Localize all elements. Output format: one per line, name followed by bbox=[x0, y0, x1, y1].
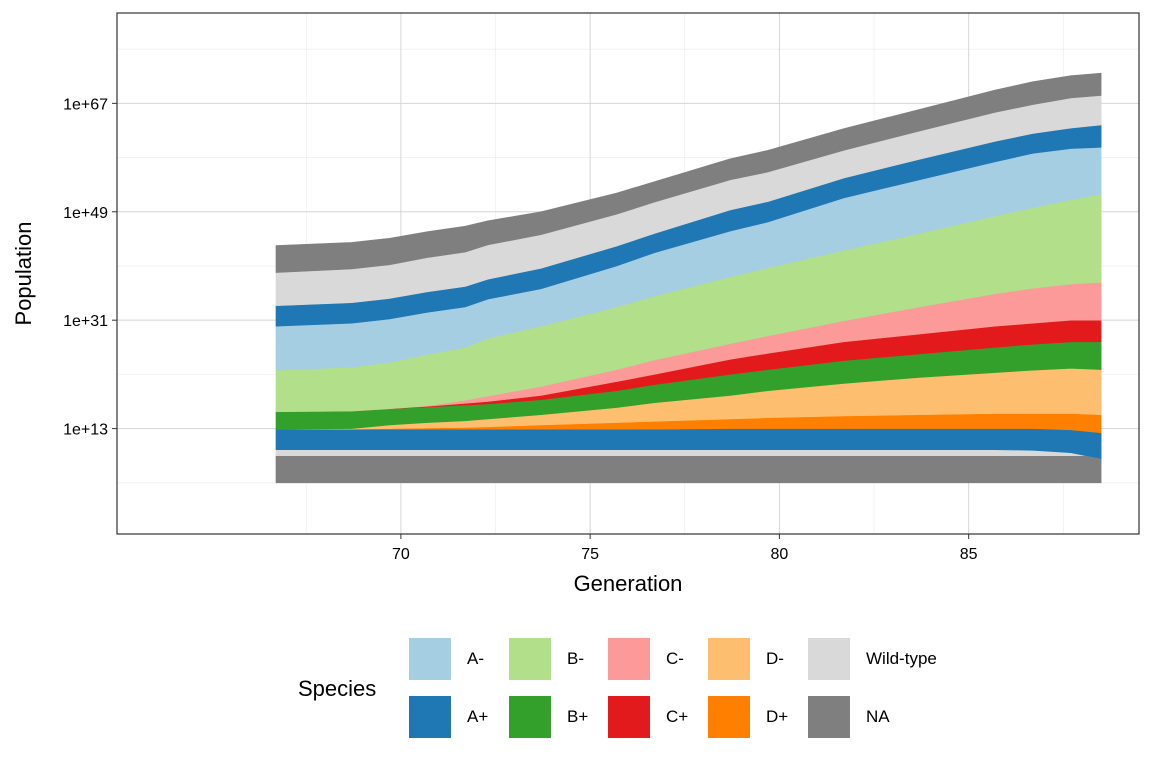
legend-item-cminus: C- bbox=[608, 638, 684, 680]
legend-item-cplus: C+ bbox=[608, 696, 688, 738]
chart-svg: 70 75 80 85 1e+13 1e+31 1e+49 1e+67 Generation… bbox=[11, 12, 1140, 596]
x-tick-label: 85 bbox=[960, 546, 978, 563]
legend-item-dminus: D- bbox=[708, 638, 784, 680]
legend-key-swatch bbox=[608, 638, 650, 680]
legend-key-swatch bbox=[608, 696, 650, 738]
legend-item-na: NA bbox=[808, 696, 890, 738]
legend-key-swatch bbox=[808, 696, 850, 738]
area-band-na bbox=[275, 72, 1102, 273]
y-axis-title: Population bbox=[11, 222, 36, 326]
y-tick-label: 1e+67 bbox=[63, 96, 108, 113]
legend-item-bplus: B+ bbox=[509, 696, 588, 738]
legend-label: C+ bbox=[666, 707, 689, 726]
legend-item-aplus: A+ bbox=[409, 696, 488, 738]
y-tick-label: 1e+31 bbox=[63, 313, 108, 330]
legend-key-swatch bbox=[708, 696, 750, 738]
y-tick-label: 1e+49 bbox=[63, 205, 108, 222]
legend-label: B- bbox=[567, 649, 584, 668]
legend-label: C- bbox=[666, 649, 684, 668]
x-tick-label: 70 bbox=[392, 546, 410, 563]
legend: Species A- A+ B- B+ C- C+ D- D+ Wild-type NA bbox=[298, 636, 998, 746]
legend-label: A- bbox=[467, 649, 484, 668]
legend-key-swatch bbox=[708, 638, 750, 680]
legend-label: A+ bbox=[467, 707, 489, 726]
x-tick-label: 80 bbox=[771, 546, 789, 563]
legend-label: Wild-type bbox=[866, 649, 937, 668]
legend-label: NA bbox=[866, 707, 890, 726]
legend-item-bminus: B- bbox=[509, 638, 584, 680]
legend-key-swatch bbox=[509, 638, 551, 680]
area-band-na bbox=[275, 455, 1102, 484]
legend-label: D- bbox=[766, 649, 784, 668]
legend-item-aminus: A- bbox=[409, 638, 484, 680]
legend-item-dplus: D+ bbox=[708, 696, 788, 738]
y-axis: 1e+13 1e+31 1e+49 1e+67 bbox=[63, 96, 117, 439]
x-tick-label: 75 bbox=[581, 546, 599, 563]
legend-key-swatch bbox=[509, 696, 551, 738]
legend-title: Species bbox=[298, 676, 377, 701]
plot-border bbox=[116, 12, 1140, 535]
legend-key-swatch bbox=[409, 638, 451, 680]
stacked-areas bbox=[275, 72, 1102, 484]
legend-item-wildminustype: Wild-type bbox=[808, 638, 937, 680]
legend-key-swatch bbox=[808, 638, 850, 680]
x-axis: 70 75 80 85 bbox=[392, 534, 978, 563]
y-tick-label: 1e+13 bbox=[63, 422, 108, 439]
legend-label: D+ bbox=[766, 707, 789, 726]
legend-label: B+ bbox=[567, 707, 589, 726]
legend-key-swatch bbox=[409, 696, 451, 738]
x-axis-title: Generation bbox=[574, 571, 683, 596]
